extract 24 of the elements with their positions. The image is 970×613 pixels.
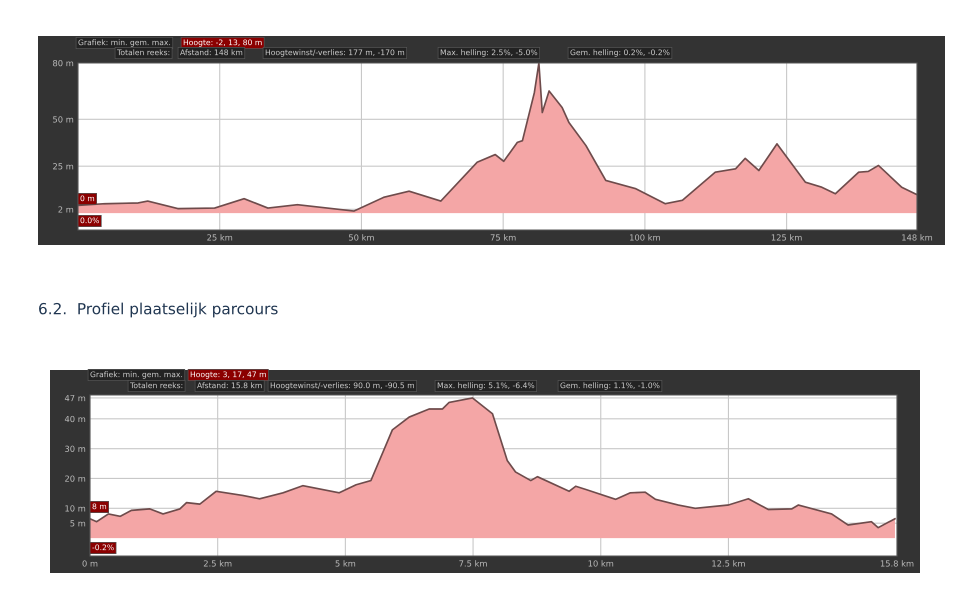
x-tick-label: 7.5 km [459, 560, 487, 567]
y-tick-label: 10 m [65, 505, 86, 512]
x-tick-label: 75 km [490, 234, 516, 241]
y-tick-label: 40 m [64, 416, 86, 422]
y-tick-label: 5 m [70, 520, 86, 526]
x-tick-label: 50 km [348, 234, 374, 241]
x-tick-label: 25 km [207, 234, 232, 241]
x-tick-label: 125 km [772, 234, 802, 241]
y-tick-label: 2 m [58, 206, 74, 213]
y-tick-label: 50 m [53, 116, 74, 123]
y-tick-label: 80 m [53, 60, 74, 66]
x-tick-label: 0 m [82, 560, 98, 567]
chart-title: 6.2. Profiel plaatselijk parcours [39, 302, 278, 318]
y-tick-label: 25 m [53, 163, 74, 170]
x-tick-label: 2.5 km [204, 560, 232, 567]
x-tick-label: 148 km [902, 234, 932, 241]
x-tick-label: 10 km [588, 560, 614, 567]
y-tick-label: 20 m [65, 475, 86, 482]
x-tick-label: 5 km [336, 560, 356, 567]
x-tick-label: 15.8 km [880, 560, 914, 567]
x-tick-label: 12.5 km [712, 560, 745, 567]
x-tick-label: 100 km [630, 234, 660, 241]
y-tick-label: 30 m [65, 446, 86, 452]
y-tick-label: 47 m [64, 395, 86, 402]
